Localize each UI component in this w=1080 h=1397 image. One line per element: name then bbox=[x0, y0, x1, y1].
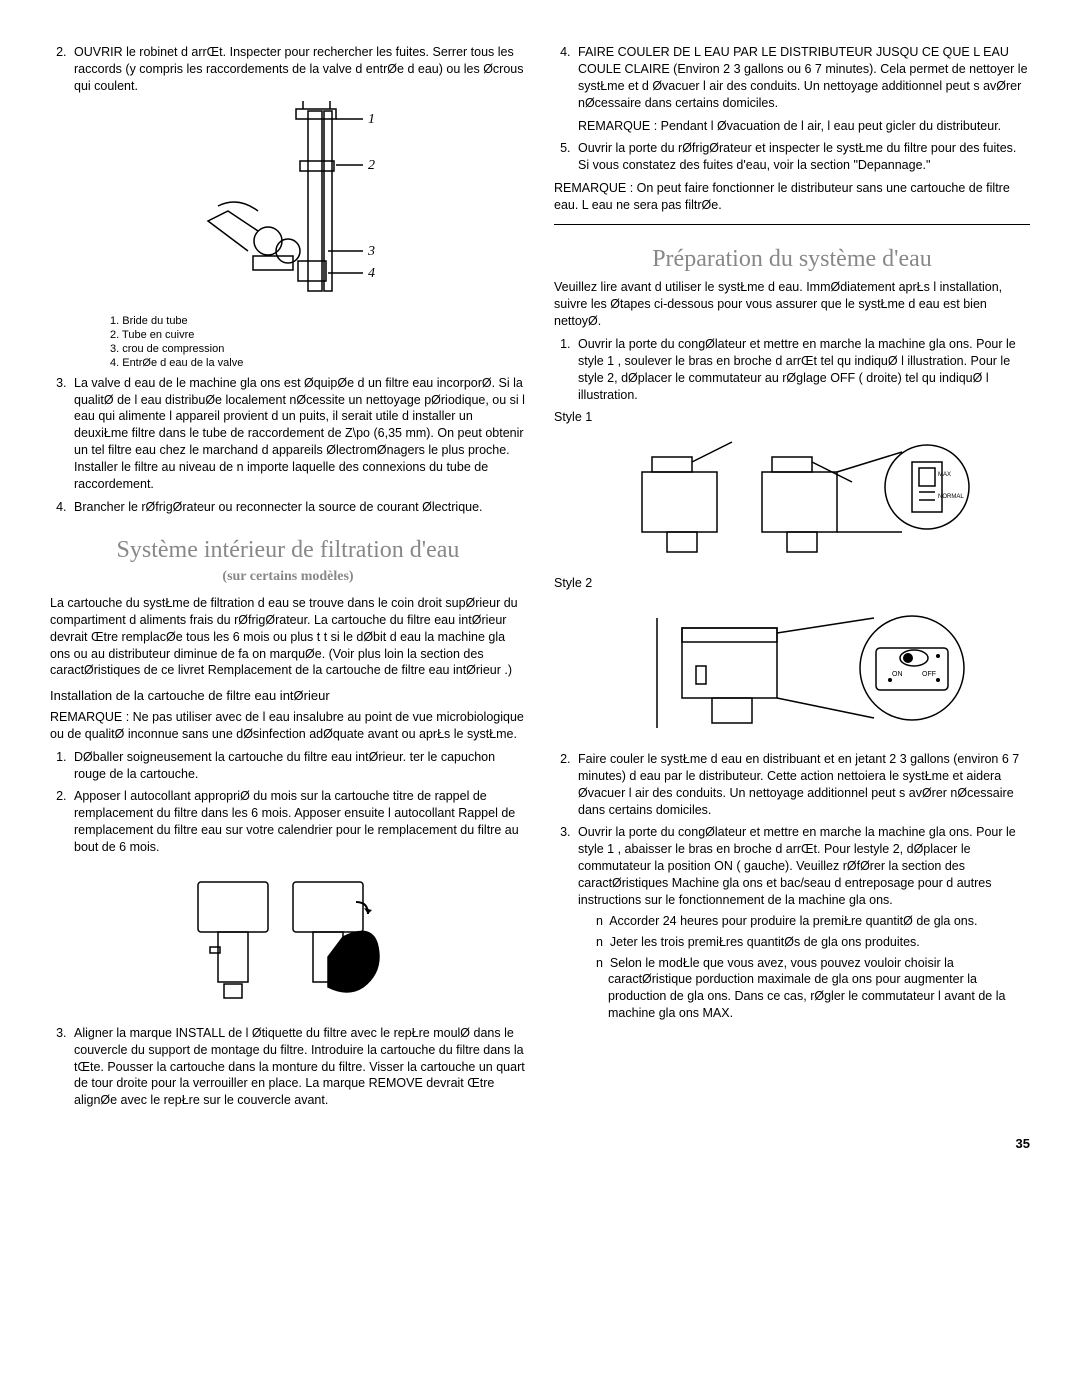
prep-steps-2: Faire couler le systŁme d eau en distrib… bbox=[554, 751, 1030, 1022]
prep-step-3: Ouvrir la porte du congØlateur et mettre… bbox=[574, 824, 1030, 1022]
install-steps-cont: Aligner la marque INSTALL de l Øtiquette… bbox=[50, 1025, 526, 1109]
callout-4: 4 bbox=[368, 266, 375, 281]
install-steps: DØballer soigneusement la cartouche du f… bbox=[50, 749, 526, 856]
install-note: REMARQUE : Ne pas utiliser avec de l eau… bbox=[50, 709, 526, 743]
filtration-intro: La cartouche du systŁme de filtration d … bbox=[50, 595, 526, 679]
install-step-2: Apposer l autocollant appropriØ du mois … bbox=[70, 788, 526, 856]
cartridge-install-diagram bbox=[50, 862, 526, 1017]
right-note-1: REMARQUE : On peut faire fonctionner le … bbox=[554, 180, 1030, 214]
bullet-1: Accorder 24 heures pour produire la prem… bbox=[596, 913, 1030, 930]
style1-label: Style 1 bbox=[554, 409, 1030, 426]
style2-diagram: ON OFF bbox=[554, 598, 1030, 743]
label-off: OFF bbox=[922, 671, 936, 678]
install-step-3: Aligner la marque INSTALL de l Øtiquette… bbox=[70, 1025, 526, 1109]
style2-label: Style 2 bbox=[554, 575, 1030, 592]
label-max: MAX bbox=[938, 472, 951, 478]
prep-title: Préparation du système d'eau bbox=[554, 243, 1030, 275]
callout-1: 1 bbox=[368, 112, 375, 127]
prep-steps: Ouvrir la porte du congØlateur et mettre… bbox=[554, 336, 1030, 404]
style1-diagram: MAX NORMAL bbox=[554, 432, 1030, 567]
install-subhead: Installation de la cartouche de filtre e… bbox=[50, 687, 526, 705]
prep-bullets: Accorder 24 heures pour produire la prem… bbox=[578, 913, 1030, 1022]
filtration-title: Système intérieur de filtration d'eau bbox=[50, 534, 526, 566]
bullet-3: Selon le modŁle que vous avez, vous pouv… bbox=[596, 955, 1030, 1023]
install-step-1: DØballer soigneusement la cartouche du f… bbox=[70, 749, 526, 783]
separator-rule bbox=[554, 224, 1030, 225]
callout-3: 3 bbox=[367, 244, 375, 259]
filtration-subtitle: (sur certains modèles) bbox=[50, 568, 526, 587]
prep-intro: Veuillez lire avant d utiliser le systŁm… bbox=[554, 279, 1030, 330]
r-step-5: Ouvrir la porte du rØfrigØrateur et insp… bbox=[574, 140, 1030, 174]
prep-step-2: Faire couler le systŁme d eau en distrib… bbox=[574, 751, 1030, 819]
bullet-2: Jeter les trois premiŁres quantitØs de g… bbox=[596, 934, 1030, 951]
right-column: FAIRE COULER DE L EAU PAR LE DISTRIBUTEU… bbox=[554, 40, 1030, 1115]
left-column: OUVRIR le robinet d arrŒt. Inspecter pou… bbox=[50, 40, 526, 1115]
page-number: 35 bbox=[50, 1135, 1030, 1153]
valve-legend: 1. Bride du tube 2. Tube en cuivre 3. cr… bbox=[110, 314, 526, 371]
label-on: ON bbox=[892, 671, 903, 678]
callout-2: 2 bbox=[368, 158, 375, 173]
step-2: OUVRIR le robinet d arrŒt. Inspecter pou… bbox=[70, 44, 526, 95]
prep-step-1: Ouvrir la porte du congØlateur et mettre… bbox=[574, 336, 1030, 404]
right-list-1: FAIRE COULER DE L EAU PAR LE DISTRIBUTEU… bbox=[554, 44, 1030, 174]
r-step-4: FAIRE COULER DE L EAU PAR LE DISTRIBUTEU… bbox=[574, 44, 1030, 134]
label-normal: NORMAL bbox=[938, 494, 964, 500]
step-3: La valve d eau de le machine gla ons est… bbox=[70, 375, 526, 493]
left-list-2: La valve d eau de le machine gla ons est… bbox=[50, 375, 526, 516]
valve-diagram: 1 2 3 4 bbox=[50, 101, 526, 306]
left-list-1: OUVRIR le robinet d arrŒt. Inspecter pou… bbox=[50, 44, 526, 95]
step-4: Brancher le rØfrigØrateur ou reconnecter… bbox=[70, 499, 526, 516]
